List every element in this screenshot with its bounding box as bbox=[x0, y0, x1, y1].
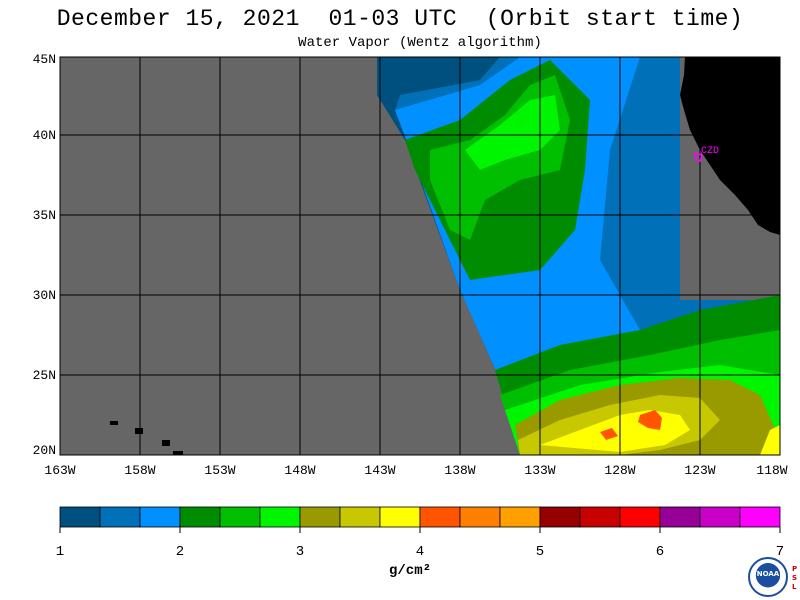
colorbar-segment bbox=[419, 506, 461, 528]
lon-label: 143W bbox=[364, 463, 396, 478]
colorbar-segment bbox=[539, 506, 581, 528]
psl-logo-text: P S L bbox=[792, 565, 798, 591]
colorbar-segment bbox=[699, 506, 741, 528]
colorbar-segment bbox=[459, 506, 501, 528]
hawaii-islands bbox=[110, 421, 183, 455]
lon-label: 148W bbox=[284, 463, 316, 478]
colorbar-segment bbox=[659, 506, 701, 528]
lat-label: 20N bbox=[32, 443, 56, 458]
lat-label: 45N bbox=[32, 52, 56, 67]
colorbar-segment bbox=[579, 506, 621, 528]
lon-label: 153W bbox=[204, 463, 236, 478]
colorbar-segment bbox=[339, 506, 381, 528]
colorbar-tick-label: 1 bbox=[55, 544, 65, 560]
lon-label: 163W bbox=[44, 463, 76, 478]
colorbar-segment bbox=[219, 506, 261, 528]
colorbar-tick-label: 4 bbox=[415, 544, 425, 560]
colorbar-segment bbox=[619, 506, 661, 528]
colorbar-segment bbox=[499, 506, 541, 528]
lat-label: 30N bbox=[32, 288, 56, 303]
lon-label: 138W bbox=[444, 463, 476, 478]
map-title: December 15, 2021 01-03 UTC (Orbit start… bbox=[56, 6, 744, 32]
colorbar-tick-label: 3 bbox=[295, 544, 305, 560]
colorbar-segment bbox=[379, 506, 421, 528]
colorbar-segment bbox=[259, 506, 301, 528]
lon-label: 118W bbox=[756, 463, 788, 478]
lon-label: 128W bbox=[604, 463, 636, 478]
lat-label: 25N bbox=[32, 368, 56, 383]
colorbar-segment bbox=[139, 506, 181, 528]
lon-label: 123W bbox=[684, 463, 716, 478]
colorbar-tick-label: 2 bbox=[175, 544, 185, 560]
colorbar-segment bbox=[99, 506, 141, 528]
noaa-logo: NOAA bbox=[748, 557, 788, 597]
colorbar bbox=[59, 506, 781, 533]
colorbar-tick-label: 5 bbox=[535, 544, 545, 560]
colorbar-tick-label: 6 bbox=[655, 544, 665, 560]
map-frame bbox=[59, 56, 781, 456]
lon-label: 158W bbox=[124, 463, 156, 478]
station-marker bbox=[694, 151, 703, 162]
station-label: CZD bbox=[701, 146, 720, 157]
lat-label: 40N bbox=[32, 128, 56, 143]
colorbar-segment bbox=[59, 506, 101, 528]
colorbar-units: g/cm² bbox=[388, 563, 431, 579]
map-subtitle: Water Vapor (Wentz algorithm) bbox=[298, 35, 542, 51]
colorbar-segment bbox=[739, 506, 781, 528]
colorbar-tick-label: 7 bbox=[775, 544, 785, 560]
lon-label: 133W bbox=[524, 463, 556, 478]
colorbar-segment bbox=[179, 506, 221, 528]
colorbar-segment bbox=[299, 506, 341, 528]
lat-label: 35N bbox=[32, 208, 56, 223]
graticule bbox=[60, 57, 780, 455]
land-mass bbox=[680, 57, 780, 235]
